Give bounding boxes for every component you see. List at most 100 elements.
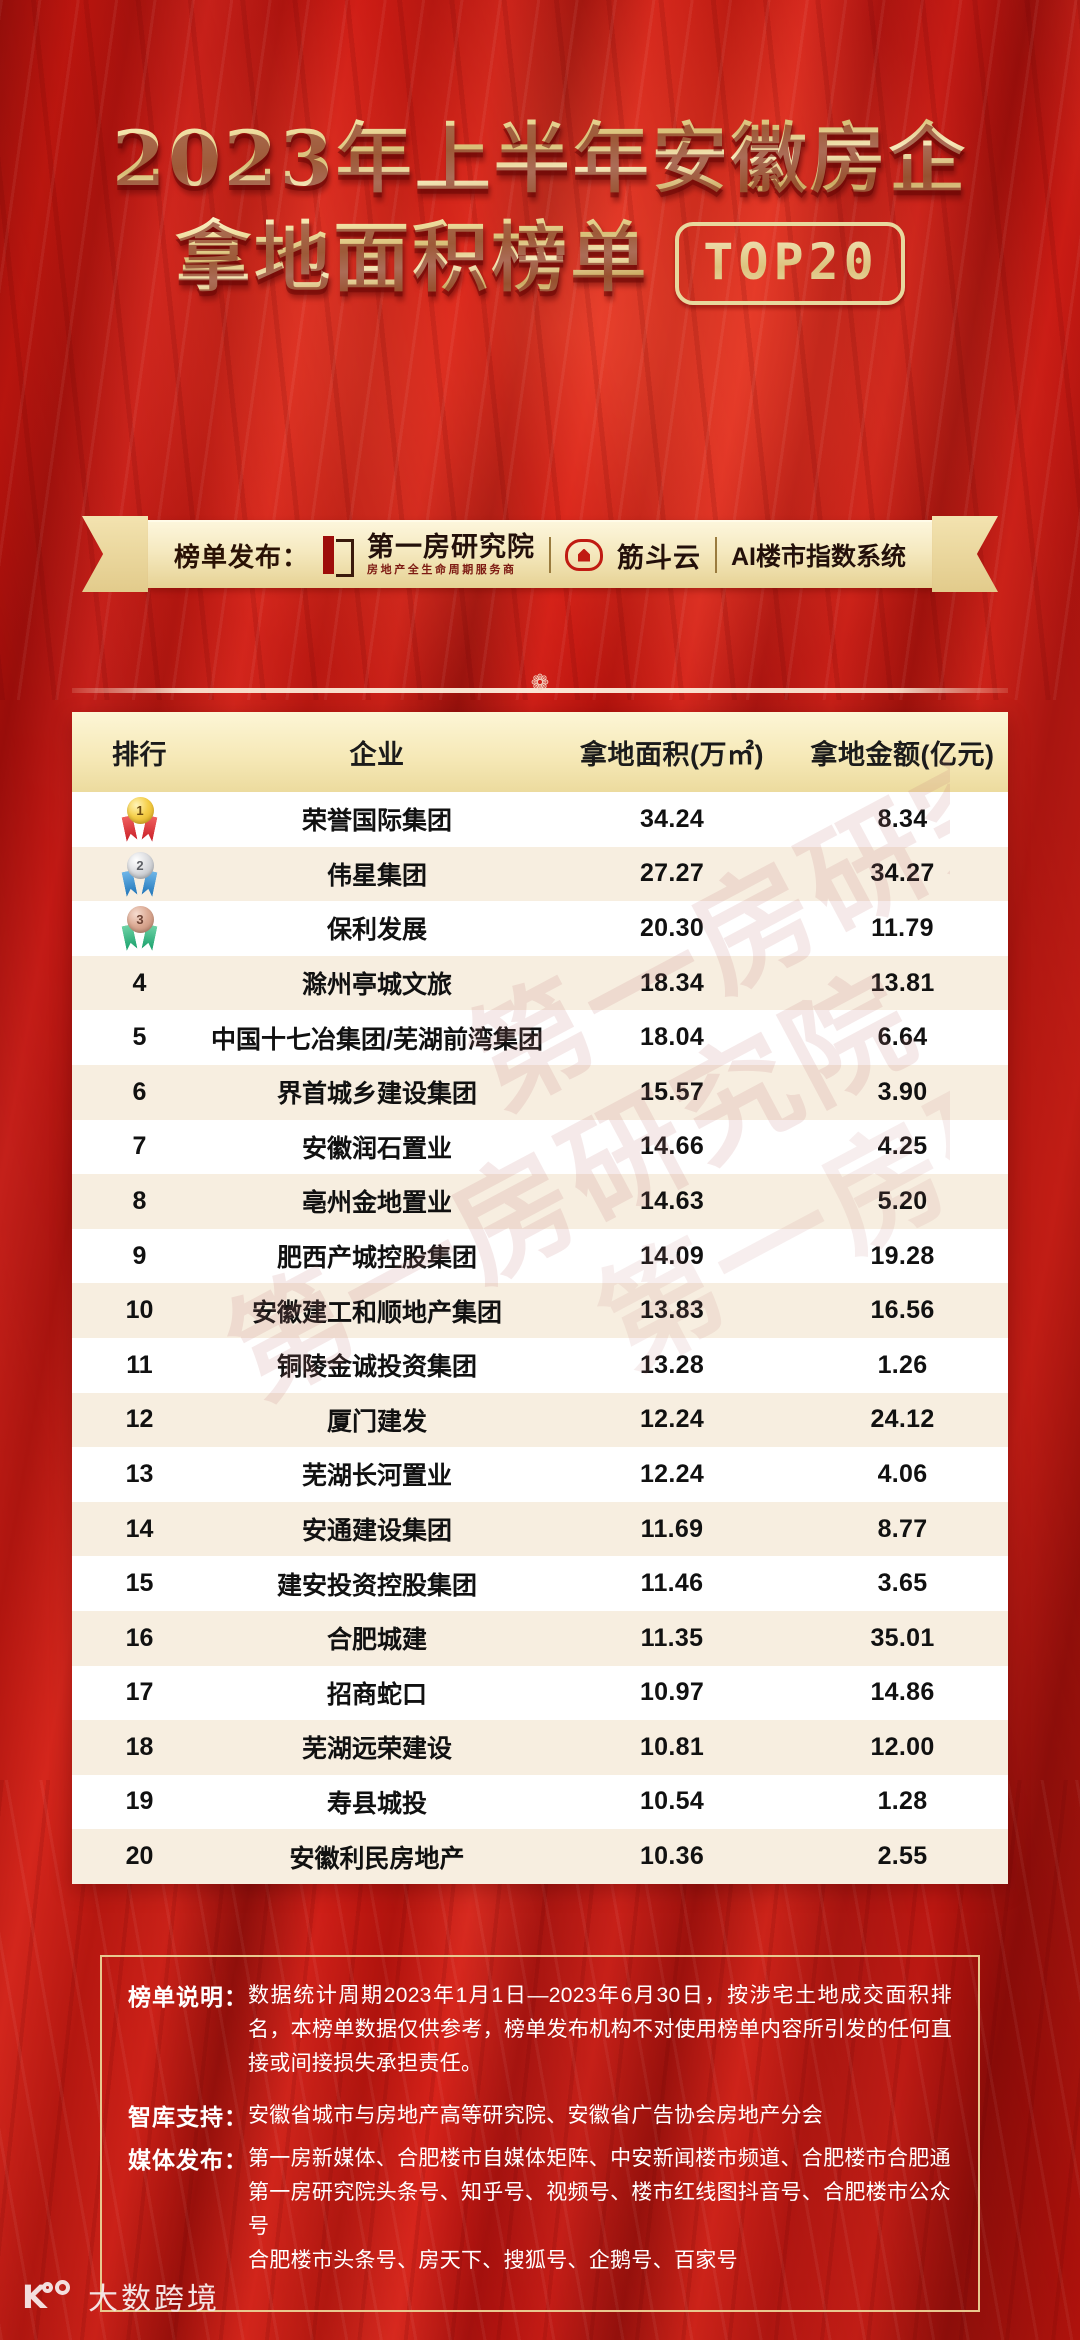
cell-company: 招商蛇口 <box>326 1680 427 1709</box>
cell-area: 27.27 <box>639 859 705 888</box>
cell-rank: 2 <box>72 851 207 896</box>
cell-area: 20.30 <box>639 913 705 942</box>
cell-area: 15.57 <box>639 1077 705 1106</box>
logo-circle-large <box>55 2280 70 2295</box>
table-row: 16 合肥城建 11.35 35.01 <box>72 1610 1008 1666</box>
cell-area: 13.28 <box>639 1350 705 1379</box>
cell-amount: 16.56 <box>870 1296 935 1325</box>
note-media-line-2: 第一房研究院头条号、知乎号、视频号、楼市红线图抖音号、合肥楼市公众号 <box>248 2181 951 2239</box>
cell-amount: 5.20 <box>877 1186 928 1215</box>
table-row: 13 芜湖长河置业 12.24 4.06 <box>72 1447 1008 1502</box>
cell-rank: 18 <box>125 1732 154 1761</box>
title-line-2-row: 拿地面积榜单 TOP20 <box>0 212 1080 306</box>
table-row: 8 亳州金地置业 14.63 5.20 <box>72 1174 1008 1229</box>
note-thinktank: 智库支持： 安徽省城市与房地产高等研究院、安徽省广告协会房地产分会 <box>128 2099 952 2136</box>
table-header-row: 排行 企业 拿地面积(万㎡) 拿地金额(亿元) <box>72 712 1008 792</box>
note-thinktank-text: 安徽省城市与房地产高等研究院、安徽省广告协会房地产分会 <box>248 2104 824 2128</box>
banner-divider-1 <box>549 537 551 573</box>
medal-disc: 1 <box>126 797 154 825</box>
cell-company: 亳州金地置业 <box>301 1189 452 1218</box>
cell-area: 10.97 <box>639 1678 705 1707</box>
cell-amount: 19.28 <box>870 1241 935 1270</box>
title-line-1: 2023年上半年安徽房企 <box>0 117 1080 200</box>
cell-amount: 8.77 <box>877 1514 928 1543</box>
cell-rank: 16 <box>125 1623 154 1652</box>
cell-area: 13.83 <box>639 1296 705 1325</box>
cell-rank: 1 <box>72 797 207 841</box>
cell-rank: 14 <box>125 1514 154 1543</box>
cell-amount: 12.00 <box>870 1732 935 1761</box>
cell-rank: 3 <box>72 906 207 950</box>
table-row: 5 中国十七冶集团/芜湖前湾集团 18.04 6.64 <box>72 1010 1008 1065</box>
cell-rank: 10 <box>125 1296 154 1325</box>
cell-amount: 2.55 <box>877 1842 928 1871</box>
book-logo-icon <box>323 536 354 577</box>
note-description: 榜单说明： 数据统计周期2023年1月1日—2023年6月30日，按涉宅土地成交… <box>128 1979 952 2081</box>
logo-circle-small <box>42 2282 53 2293</box>
brand-tagline: 房地产全生命周期服务商 <box>367 564 517 576</box>
cell-amount: 3.90 <box>877 1077 928 1106</box>
cell-rank: 8 <box>132 1186 147 1215</box>
divider-ornament-icon: ❁ <box>530 670 550 695</box>
system-name: AI楼市指数系统 <box>731 543 907 571</box>
cell-company: 厦门建发 <box>326 1407 427 1436</box>
note-description-text: 数据统计周期2023年1月1日—2023年6月30日，按涉宅土地成交面积排名，本… <box>248 1984 952 2076</box>
medal-silver-icon: 2 <box>119 851 161 896</box>
table-row: 4 滁州亭城文旅 18.34 13.81 <box>72 955 1008 1011</box>
banner-label: 榜单发布： <box>173 541 309 572</box>
note-description-label: 榜单说明： <box>128 1984 248 2010</box>
brand-block: 第一房研究院 房地产全生命周期服务商 <box>367 534 535 576</box>
banner-divider-2 <box>715 537 717 573</box>
table-row: 3 保利发展 20.30 11.79 <box>72 901 1008 956</box>
cell-area: 12.24 <box>639 1405 705 1434</box>
title-line-2: 拿地面积榜单 <box>175 212 650 302</box>
cell-amount: 34.27 <box>870 859 935 888</box>
note-media-line-1: 第一房新媒体、合肥楼市自媒体矩阵、中安新闻楼市频道、合肥楼市合肥通 <box>248 2147 951 2171</box>
ranking-table: 排行 企业 拿地面积(万㎡) 拿地金额(亿元) 1 荣誉国际集团 34.24 8.34… <box>72 712 1008 1884</box>
top20-badge: TOP20 <box>675 222 905 306</box>
cell-company: 保利发展 <box>326 916 427 945</box>
cell-amount: 14.86 <box>870 1678 935 1707</box>
cell-rank: 6 <box>132 1077 147 1106</box>
cell-company: 界首城乡建设集团 <box>276 1080 477 1109</box>
note-media-label: 媒体发布： <box>128 2147 248 2174</box>
cell-rank: 9 <box>132 1241 147 1270</box>
cell-area: 11.35 <box>640 1623 704 1652</box>
table-row: 14 安通建设集团 11.69 8.77 <box>72 1501 1008 1557</box>
table-row: 17 招商蛇口 10.97 14.86 <box>72 1665 1008 1721</box>
cell-rank: 20 <box>125 1842 154 1871</box>
cell-rank: 11 <box>126 1350 153 1379</box>
cell-rank: 12 <box>125 1405 154 1434</box>
cell-area: 14.09 <box>639 1241 705 1270</box>
column-header-area: 拿地面积(万㎡) <box>580 739 764 770</box>
cell-amount: 35.01 <box>870 1623 935 1652</box>
cell-company: 建安投资控股集团 <box>276 1571 477 1600</box>
note-spacer <box>128 2087 952 2099</box>
cell-amount: 11.79 <box>871 913 934 942</box>
note-media: 媒体发布： 第一房新媒体、合肥楼市自媒体矩阵、中安新闻楼市频道、合肥楼市合肥通 … <box>128 2142 952 2278</box>
column-header-rank: 排行 <box>112 739 167 770</box>
table-row: 11 铜陵金诚投资集团 13.28 1.26 <box>72 1337 1008 1393</box>
cell-company: 荣誉国际集团 <box>301 807 452 836</box>
cell-company: 安徽建工和顺地产集团 <box>251 1298 502 1327</box>
cell-company: 滁州亭城文旅 <box>301 971 452 1000</box>
table-row: 18 芜湖远荣建设 10.81 12.00 <box>72 1720 1008 1775</box>
cell-amount: 6.64 <box>877 1023 928 1052</box>
note-thinktank-label: 智库支持： <box>128 2104 248 2131</box>
cell-company: 肥西产城控股集团 <box>276 1244 477 1273</box>
cell-company: 伟星集团 <box>326 861 427 890</box>
cell-area: 11.46 <box>640 1569 704 1598</box>
banner-ribbon-tail-left <box>81 516 148 592</box>
cell-area: 14.63 <box>639 1186 705 1215</box>
cell-company: 芜湖远荣建设 <box>301 1735 452 1764</box>
dashukuajing-logo-icon: K <box>22 2279 74 2313</box>
table-row: 7 安徽润石置业 14.66 4.25 <box>72 1119 1008 1175</box>
cell-area: 18.34 <box>639 968 705 997</box>
bottom-watermark-text: 大数跨境 <box>88 2283 220 2316</box>
column-header-company: 企业 <box>349 739 405 770</box>
poster-title: 2023年上半年安徽房企 拿地面积榜单 TOP20 <box>0 117 1080 306</box>
cell-company: 芜湖长河置业 <box>301 1462 452 1491</box>
cell-amount: 13.81 <box>870 968 935 997</box>
divider-rule <box>72 688 1008 693</box>
publisher-banner: 榜单发布： 第一房研究院 房地产全生命周期服务商 筋斗云 AI楼市指数系统 <box>0 516 1080 592</box>
